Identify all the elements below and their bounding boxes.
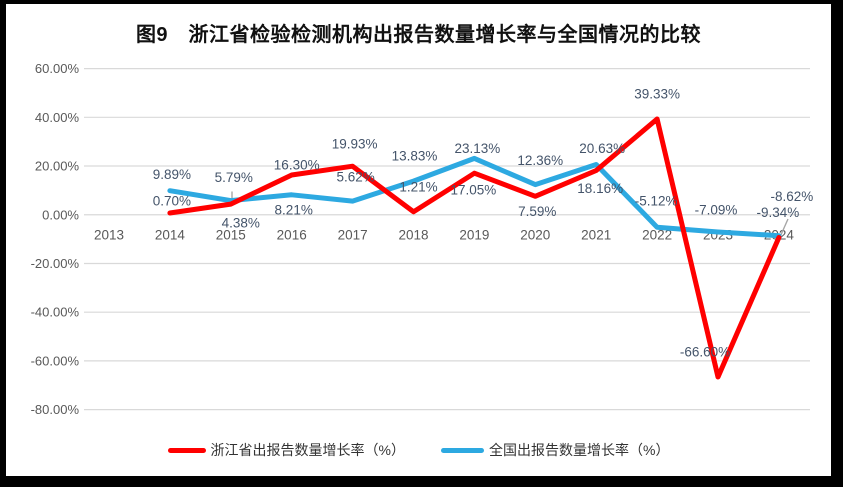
- svg-text:20.63%: 20.63%: [579, 141, 625, 156]
- svg-text:2016: 2016: [277, 228, 307, 243]
- svg-text:20.00%: 20.00%: [35, 159, 80, 174]
- legend-label-national: 全国出报告数量增长率（%）: [489, 442, 670, 458]
- svg-text:-40.00%: -40.00%: [31, 305, 80, 320]
- svg-text:60.00%: 60.00%: [35, 61, 80, 76]
- svg-text:12.36%: 12.36%: [517, 153, 563, 168]
- svg-text:7.59%: 7.59%: [518, 204, 556, 219]
- svg-text:4.38%: 4.38%: [222, 216, 260, 231]
- svg-text:0.00%: 0.00%: [42, 207, 79, 222]
- legend-line-marker-zhejiang: [167, 447, 206, 453]
- svg-text:40.00%: 40.00%: [35, 110, 80, 125]
- svg-text:-8.62%: -8.62%: [771, 189, 814, 204]
- legend-label-zhejiang: 浙江省出报告数量增长率（%）: [210, 442, 405, 458]
- svg-text:16.30%: 16.30%: [274, 158, 320, 173]
- data-labels-zhejiang: 0.70% 4.38% 16.30% 19.93% 1.21% 17.05% 7.59% 18…: [153, 86, 800, 359]
- legend-line-marker-national: [441, 447, 484, 453]
- series-line-national: [167, 155, 782, 239]
- legend-item-national: 全国出报告数量增长率（%）: [441, 440, 669, 460]
- svg-text:-80.00%: -80.00%: [31, 402, 80, 417]
- svg-text:-9.34%: -9.34%: [757, 205, 800, 220]
- svg-text:18.16%: 18.16%: [577, 181, 623, 196]
- svg-text:2015: 2015: [216, 228, 246, 243]
- svg-text:8.21%: 8.21%: [275, 202, 313, 217]
- svg-text:19.93%: 19.93%: [332, 137, 378, 152]
- svg-text:5.79%: 5.79%: [215, 170, 253, 185]
- series-line-zhejiang: [167, 116, 782, 380]
- svg-text:2021: 2021: [581, 228, 611, 243]
- svg-text:9.89%: 9.89%: [153, 167, 191, 182]
- svg-text:2014: 2014: [155, 228, 186, 243]
- leader-lines: [231, 191, 789, 238]
- data-labels-national: 9.89% 5.79% 8.21% 5.62% 13.83% 23.13% 12.36% 20…: [153, 141, 814, 218]
- legend-item-zhejiang: 浙江省出报告数量增长率（%）: [167, 440, 405, 460]
- svg-text:-66.60%: -66.60%: [680, 344, 730, 359]
- svg-text:5.62%: 5.62%: [336, 170, 374, 185]
- chart-canvas: 图9 浙江省检验检测机构出报告数量增长率与全国情况的比较 浙江省出报告数量增长率…: [6, 4, 831, 476]
- svg-text:39.33%: 39.33%: [634, 86, 680, 101]
- svg-text:2020: 2020: [520, 228, 550, 243]
- svg-text:0.70%: 0.70%: [153, 194, 191, 209]
- x-axis-labels: 2013 2014 2015 2016 2017 2018 2019 2020 2021 2022…: [94, 228, 794, 243]
- svg-text:-60.00%: -60.00%: [31, 353, 80, 368]
- svg-text:2013: 2013: [94, 228, 124, 243]
- chart-legend: 浙江省出报告数量增长率（%） 全国出报告数量增长率（%）: [6, 440, 831, 460]
- svg-text:2018: 2018: [398, 228, 428, 243]
- svg-text:17.05%: 17.05%: [451, 183, 497, 198]
- svg-text:-20.00%: -20.00%: [31, 256, 80, 271]
- chart-title: 图9 浙江省检验检测机构出报告数量增长率与全国情况的比较: [135, 24, 702, 46]
- svg-text:2017: 2017: [338, 228, 368, 243]
- svg-text:2022: 2022: [642, 228, 672, 243]
- y-axis-labels: 60.00% 40.00% 20.00% 0.00% -20.00% -40.00% -60…: [31, 61, 80, 417]
- svg-text:-5.12%: -5.12%: [635, 194, 678, 209]
- svg-text:-7.09%: -7.09%: [695, 203, 738, 218]
- svg-text:23.13%: 23.13%: [455, 141, 501, 156]
- svg-text:2019: 2019: [459, 228, 489, 243]
- svg-text:13.83%: 13.83%: [392, 149, 438, 164]
- svg-text:1.21%: 1.21%: [399, 179, 437, 194]
